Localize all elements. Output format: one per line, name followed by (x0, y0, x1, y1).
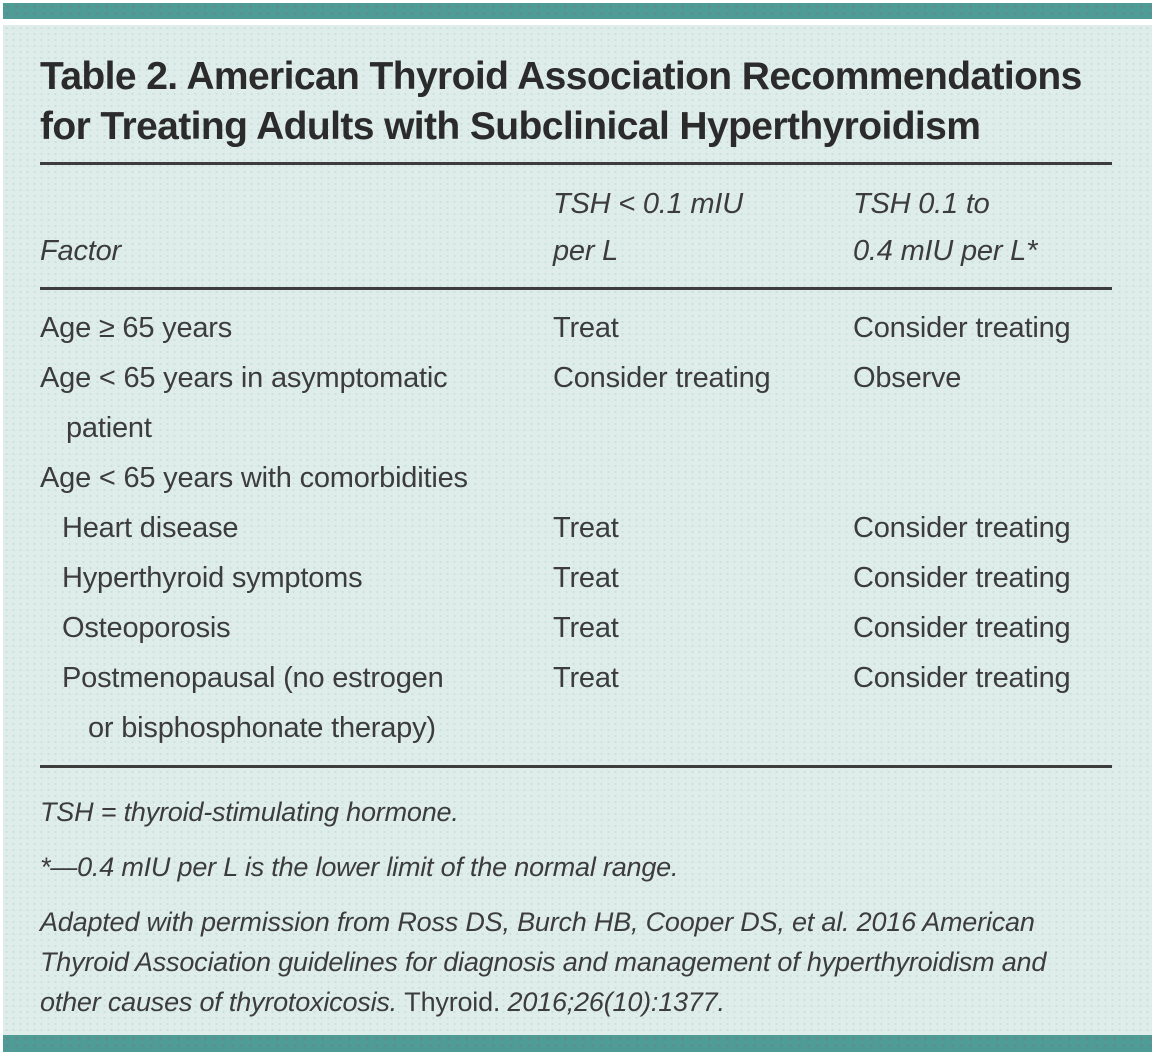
tsh-lt-0-1-cell: Treat (553, 312, 619, 344)
divider-top (40, 162, 1112, 165)
column-header-tsh-lt-0-1: TSH < 0.1 mIU per L (553, 188, 743, 267)
table-panel: Table 2. American Thyroid Association Re… (3, 25, 1152, 1035)
asterisk-note: *—0.4 mIU per L is the lower limit of th… (40, 852, 679, 882)
divider-header (40, 287, 1112, 290)
table-row: Postmenopausal (no estrogen or bisphosph… (40, 653, 1112, 753)
tsh-0-1-to-0-4-cell: Consider treating (853, 512, 1071, 544)
tsh-lt-0-1-cell: Consider treating (553, 362, 771, 394)
factor-cell: Age ≥ 65 years (40, 312, 233, 344)
bottom-accent-bar (3, 1035, 1152, 1052)
tsh-0-1-to-0-4-cell: Consider treating (853, 612, 1071, 644)
factor-cell: Hyperthyroid symptoms (62, 562, 363, 594)
factor-cell: Postmenopausal (no estrogen or bisphosph… (62, 662, 444, 744)
citation-text: Adapted with permission from Ross DS, Bu… (40, 907, 1047, 1017)
tsh-0-1-to-0-4-cell: Consider treating (853, 562, 1071, 594)
citation-note: Adapted with permission from Ross DS, Bu… (40, 902, 1112, 1022)
tsh-0-1-to-0-4-cell: Observe (853, 362, 962, 394)
factor-cell: Age < 65 years in asymptomatic patient (40, 362, 448, 444)
table-body: Age ≥ 65 years Treat Consider treating A… (40, 290, 1112, 765)
column-header-factor: Factor (40, 235, 121, 267)
table-title: Table 2. American Thyroid Association Re… (40, 55, 1082, 148)
table-row: Heart disease Treat Consider treating (40, 503, 1112, 553)
factor-cell: Age < 65 years with comorbidities (40, 462, 468, 494)
table-header-row: Factor TSH < 0.1 mIU per L TSH 0.1 to 0.… (40, 165, 1112, 287)
tsh-lt-0-1-cell: Treat (553, 512, 619, 544)
table-row: Age < 65 years in asymptomatic patient C… (40, 353, 1112, 453)
table-row: Age < 65 years with comorbidities (40, 453, 1112, 503)
factor-cell: Osteoporosis (62, 612, 231, 644)
column-header-tsh-0-1-to-0-4: TSH 0.1 to 0.4 mIU per L* (853, 188, 1038, 267)
divider-bottom (40, 765, 1112, 768)
citation-journal-name: Thyroid. (404, 987, 501, 1017)
tsh-lt-0-1-cell: Treat (553, 662, 619, 694)
tsh-0-1-to-0-4-cell: Consider treating (853, 662, 1071, 694)
table-row: Hyperthyroid symptoms Treat Consider tre… (40, 553, 1112, 603)
tsh-0-1-to-0-4-cell: Consider treating (853, 312, 1071, 344)
citation-volume-pages: 2016;26(10):1377. (500, 987, 725, 1017)
tsh-lt-0-1-cell: Treat (553, 562, 619, 594)
table-row: Age ≥ 65 years Treat Consider treating (40, 303, 1112, 353)
factor-cell: Heart disease (62, 512, 239, 544)
top-accent-bar (3, 3, 1152, 19)
abbreviation-note: TSH = thyroid-stimulating hormone. (40, 797, 459, 827)
tsh-lt-0-1-cell: Treat (553, 612, 619, 644)
table-row: Osteoporosis Treat Consider treating (40, 603, 1112, 653)
